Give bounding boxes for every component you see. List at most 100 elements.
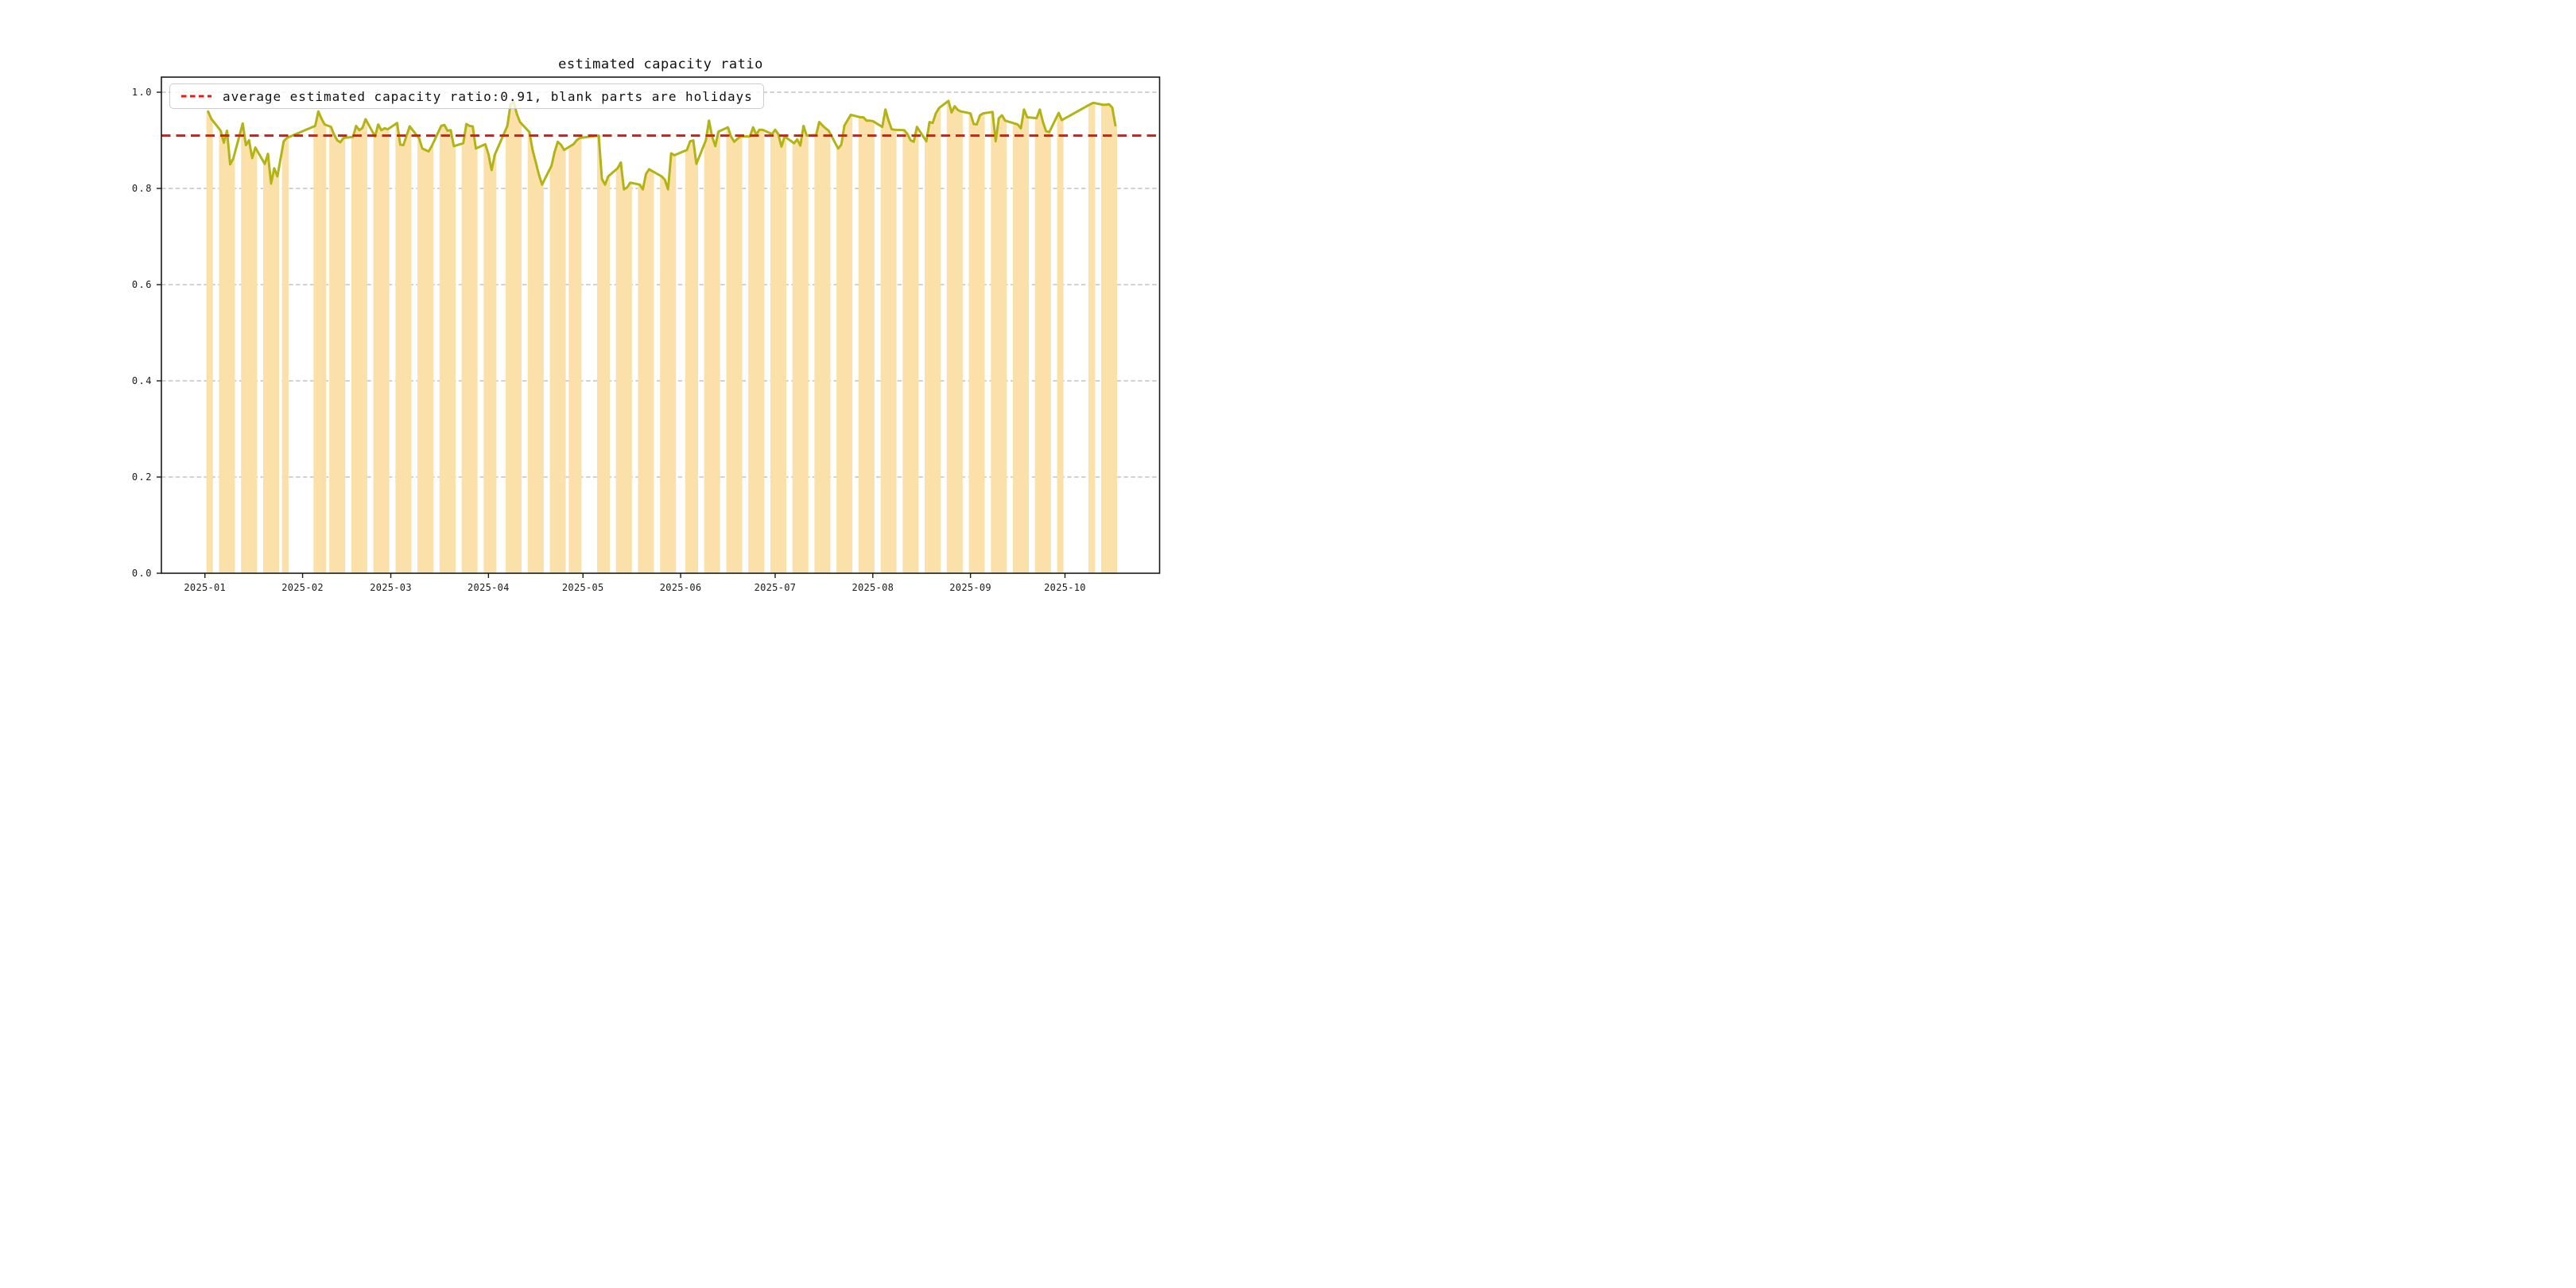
day-bar [827, 130, 831, 573]
day-bar [1092, 103, 1096, 573]
day-bar [858, 117, 863, 573]
day-bar [1015, 124, 1020, 573]
day-bar [628, 182, 632, 574]
day-bar [638, 184, 642, 573]
day-bar [323, 124, 327, 573]
day-bar [673, 155, 677, 573]
day-bar [840, 144, 844, 573]
day-bar [685, 149, 689, 574]
day-bar [336, 140, 339, 573]
day-bar [382, 128, 386, 573]
y-tick-label: 0.2 [132, 471, 153, 483]
y-tick-label: 0.0 [132, 568, 153, 579]
day-bar [424, 149, 428, 574]
day-bar [206, 111, 210, 573]
day-bar [596, 135, 601, 573]
day-bar [1107, 104, 1111, 574]
day-bar [603, 184, 607, 573]
day-bar [792, 143, 796, 573]
y-tick-label: 1.0 [132, 87, 153, 98]
day-bar [266, 153, 270, 573]
day-bar [417, 138, 421, 573]
day-bar [925, 141, 929, 573]
y-tick-label: 0.6 [132, 279, 153, 290]
day-bar [848, 114, 853, 573]
day-bar [707, 120, 711, 573]
day-bar [1025, 117, 1030, 573]
day-bar [846, 120, 850, 574]
day-bar [1047, 132, 1051, 573]
day-bar [429, 145, 434, 573]
day-bar [776, 134, 781, 573]
day-bar [493, 154, 497, 573]
day-bar [445, 130, 449, 573]
day-bar [1088, 104, 1092, 574]
day-bar [902, 130, 906, 574]
day-bar [408, 126, 412, 573]
day-bar [209, 118, 213, 573]
day-bar [716, 131, 720, 574]
day-bar [354, 126, 359, 574]
day-bar [956, 110, 960, 574]
day-bar [994, 141, 998, 573]
day-bar [269, 183, 274, 573]
day-bar [228, 164, 232, 573]
day-bar [553, 152, 557, 573]
day-bar [606, 176, 611, 574]
plot-border [161, 76, 1161, 574]
day-bar [247, 140, 251, 573]
day-bar [704, 140, 708, 573]
day-bar [506, 126, 510, 574]
day-bar [1003, 120, 1007, 573]
day-bar [755, 134, 758, 574]
day-bar [1100, 104, 1105, 574]
day-bar [739, 136, 743, 573]
day-bar [471, 126, 475, 573]
day-bar [814, 134, 818, 573]
day-bar [376, 124, 380, 573]
day-bar [735, 138, 739, 574]
day-bar [886, 120, 890, 573]
day-bar [518, 122, 522, 573]
day-bar [666, 189, 670, 573]
day-bar [906, 134, 910, 573]
day-bar [452, 145, 456, 573]
day-bar [761, 130, 765, 573]
x-axis: 2025-01 2025-02 2025-03 2025-04 2025-05 2025-… [184, 573, 1086, 593]
day-bar [373, 136, 377, 573]
day-bar [909, 140, 913, 573]
day-bar [1104, 104, 1108, 574]
day-bar [981, 113, 985, 573]
day-bar [644, 173, 648, 573]
x-tick-label: 2025-08 [852, 582, 894, 593]
day-bar [946, 100, 950, 573]
day-bar [975, 124, 979, 573]
day-bar [615, 168, 619, 573]
day-bar [751, 127, 755, 573]
day-bar [402, 145, 405, 574]
day-bar [398, 144, 402, 573]
day-bar [363, 118, 367, 573]
day-bar [1038, 109, 1042, 573]
day-bar [578, 138, 582, 573]
x-tick-label: 2025-10 [1044, 582, 1086, 593]
x-tick-label: 2025-01 [184, 582, 226, 593]
day-bar [342, 138, 346, 573]
legend-dash-sample-icon [181, 95, 211, 98]
day-bar [625, 187, 629, 574]
day-bar [691, 140, 696, 573]
y-axis: 0.0 0.2 0.4 0.6 0.8 1.0 [132, 87, 161, 579]
day-bar [710, 136, 714, 573]
day-bar [770, 134, 774, 573]
day-bar [972, 123, 976, 573]
day-bar [817, 122, 821, 573]
day-bar [439, 126, 444, 574]
day-bar [448, 130, 452, 574]
day-bar [952, 106, 956, 574]
day-bar [619, 162, 623, 573]
day-bar [426, 151, 431, 573]
day-bar [509, 104, 513, 574]
day-bar [801, 126, 805, 574]
day-bar [773, 130, 778, 573]
day-bar [893, 130, 897, 573]
